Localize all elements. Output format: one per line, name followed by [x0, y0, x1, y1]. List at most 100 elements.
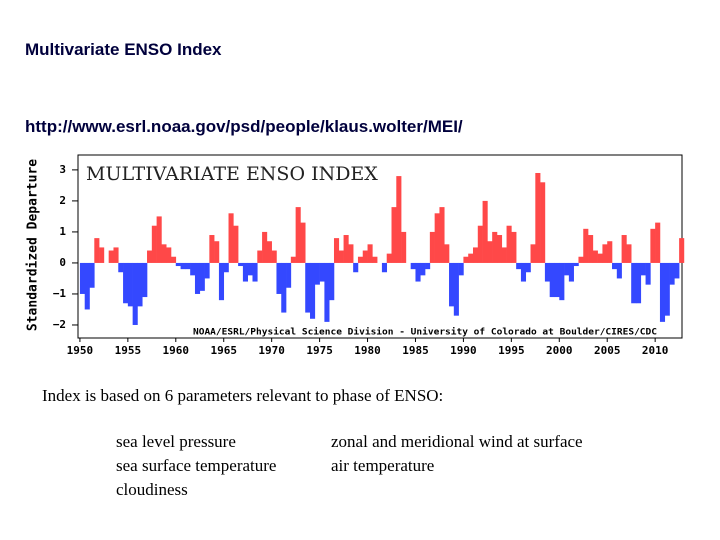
x-tick-label: 1970 — [258, 344, 285, 357]
index-strip — [281, 262, 287, 313]
index-strip — [381, 262, 388, 273]
index-strip — [516, 262, 522, 270]
y-tick-label: −2 — [53, 318, 66, 331]
y-tick-label: −1 — [53, 287, 67, 300]
parameter: zonal and meridional wind at surface — [331, 432, 583, 451]
x-tick-label: 2010 — [642, 344, 669, 357]
index-strip — [573, 262, 579, 267]
index-strip — [626, 244, 632, 263]
index-strip — [151, 225, 157, 263]
index-strip — [559, 262, 565, 301]
index-strip — [180, 262, 186, 270]
x-tick-label: 1995 — [498, 344, 525, 357]
index-strip — [659, 262, 666, 322]
index-strip — [391, 207, 397, 263]
index-strip — [616, 262, 622, 279]
index-strip — [353, 262, 359, 273]
title-box — [82, 159, 362, 189]
index-strip — [444, 244, 450, 263]
index-strip — [286, 262, 292, 288]
index-strip — [396, 176, 402, 263]
x-tick-label: 2000 — [546, 344, 573, 357]
index-strip — [314, 262, 320, 285]
index-strip — [425, 262, 431, 270]
index-strip — [640, 262, 646, 276]
index-strip — [583, 228, 589, 263]
index-strip — [142, 262, 148, 298]
index-strip — [650, 228, 656, 263]
index-strip — [94, 238, 100, 263]
index-strip — [679, 238, 685, 263]
index-strip — [199, 262, 205, 291]
index-strip — [492, 231, 498, 263]
index-strip — [477, 225, 483, 263]
index-strip — [348, 244, 354, 263]
index-strip — [276, 262, 282, 294]
index-strip — [156, 216, 162, 263]
index-strip — [386, 253, 392, 263]
index-strip — [99, 247, 105, 263]
index-strip — [247, 262, 253, 276]
index-strip — [324, 262, 330, 322]
x-tick-label: 1975 — [306, 344, 333, 357]
index-strip — [463, 256, 469, 263]
index-strip — [170, 256, 177, 263]
index-strip — [132, 262, 138, 325]
index-strip — [434, 213, 440, 263]
parameter: sea level pressure — [116, 432, 236, 451]
index-strip — [520, 262, 527, 282]
index-strip — [266, 241, 272, 263]
index-strip — [525, 262, 531, 273]
index-strip — [530, 244, 536, 263]
index-strip — [540, 182, 546, 263]
x-tick-label: 1950 — [67, 344, 94, 357]
credit: NOAA/ESRL/Physical Science Division - Un… — [193, 327, 657, 338]
parameter: sea surface temperature — [116, 456, 277, 475]
index-strip — [118, 262, 124, 273]
index-strip — [674, 262, 680, 279]
index-strip — [79, 262, 86, 294]
parameter: air temperature — [331, 456, 435, 475]
index-strip — [506, 225, 512, 263]
index-strip — [108, 250, 114, 263]
index-strip — [175, 262, 181, 267]
index-strip — [223, 262, 229, 273]
index-strip — [631, 262, 637, 304]
index-strip — [664, 262, 670, 316]
index-strip — [185, 262, 191, 270]
index-strip — [218, 262, 225, 301]
x-tick-label: 1965 — [210, 344, 237, 357]
index-strip — [166, 247, 172, 263]
index-strip — [568, 262, 574, 282]
index-strip — [472, 247, 479, 263]
index-strip — [367, 244, 373, 263]
x-tick-label: 1960 — [163, 344, 190, 357]
index-strip — [300, 222, 306, 263]
index-strip — [214, 241, 220, 263]
index-strip — [161, 244, 167, 263]
index-strip — [511, 231, 517, 263]
index-strip — [429, 231, 435, 263]
index-strip — [252, 262, 258, 282]
index-strip — [602, 244, 608, 263]
index-strip — [127, 262, 133, 307]
y-tick-label: 0 — [59, 256, 66, 269]
index-strip — [233, 225, 239, 263]
index-strip — [621, 235, 627, 263]
y-tick-label: 1 — [59, 225, 66, 238]
index-strip — [645, 262, 651, 285]
x-tick-label: 1985 — [402, 344, 429, 357]
index-strip — [449, 262, 455, 307]
parameter: cloudiness — [116, 480, 188, 499]
index-strip — [554, 262, 560, 298]
index-strip — [147, 250, 153, 263]
index-strip — [333, 238, 340, 263]
index-strip — [655, 222, 661, 263]
index-strip — [329, 262, 335, 301]
index-strip — [357, 256, 364, 263]
index-strip — [271, 250, 277, 263]
index-strip — [89, 262, 95, 288]
y-axis-label: Standardized Departure — [26, 159, 41, 331]
index-strip — [549, 262, 555, 298]
